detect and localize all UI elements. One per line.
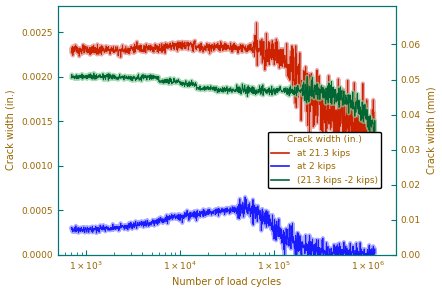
Legend: at 21.3 kips, at 2 kips, (21.3 kips -2 kips): at 21.3 kips, at 2 kips, (21.3 kips -2 k… bbox=[268, 132, 381, 188]
Y-axis label: Crack width (mm): Crack width (mm) bbox=[427, 86, 436, 174]
X-axis label: Number of load cycles: Number of load cycles bbox=[172, 277, 281, 287]
Y-axis label: Crack width (in.): Crack width (in.) bbox=[6, 90, 15, 171]
